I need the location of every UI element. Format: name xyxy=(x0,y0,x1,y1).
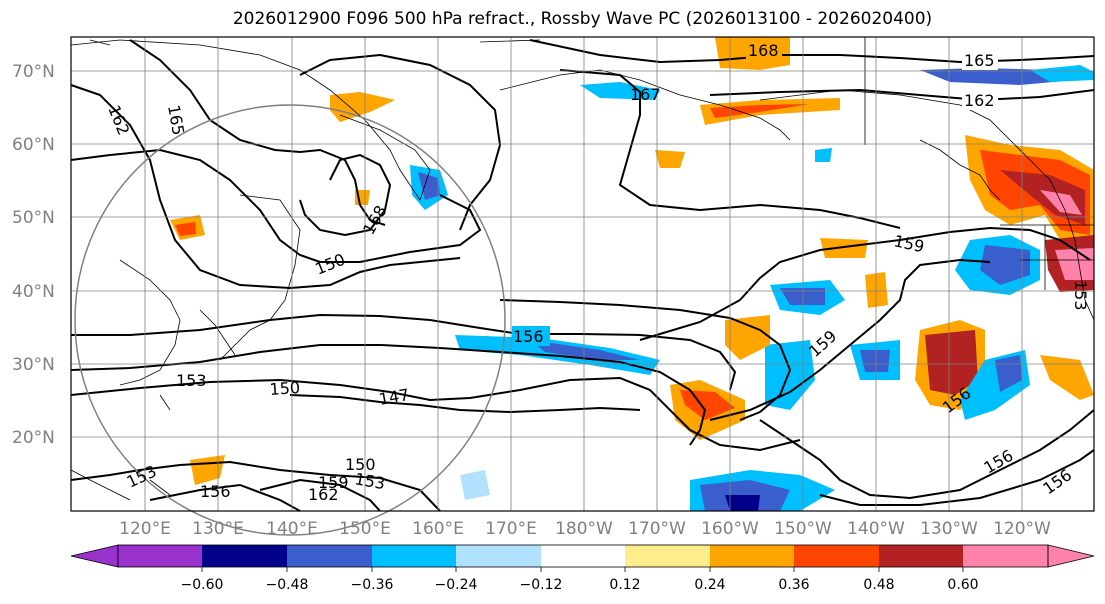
lat-label: 70°N xyxy=(12,62,55,82)
lon-label: 130°W xyxy=(920,519,978,539)
contour-label: 156 xyxy=(200,482,231,501)
colorbar-tick-label: 0.48 xyxy=(863,577,894,593)
colorbar-tick-label: 0.36 xyxy=(778,577,809,593)
lon-label: 180°W xyxy=(555,519,613,539)
contour-label: 162 xyxy=(964,91,995,110)
contour-label: 150 xyxy=(345,455,376,474)
lon-label: 120°W xyxy=(993,519,1051,539)
contour-label: 156 xyxy=(513,327,544,346)
colorbar-tick-label: −0.48 xyxy=(266,577,309,593)
refractivity-contours xyxy=(70,39,1095,512)
contour-label: 168 xyxy=(748,41,779,60)
contour-label: 167 xyxy=(630,85,661,104)
colorbar-segment xyxy=(963,545,1048,567)
colorbar-segment xyxy=(118,545,202,567)
lon-label: 140°E xyxy=(266,519,318,539)
colorbar-segment xyxy=(202,545,287,567)
lat-label: 20°N xyxy=(12,428,55,448)
colorbar-tick-label: −0.24 xyxy=(435,577,478,593)
lon-label: 130°E xyxy=(192,519,244,539)
lon-label: 120°E xyxy=(119,519,171,539)
colorbar-segment xyxy=(625,545,710,567)
contour-label: 162 xyxy=(308,485,339,504)
contour-label: 150 xyxy=(269,378,301,399)
colorbar-segment xyxy=(456,545,541,567)
contour-label: 153 xyxy=(1071,280,1090,311)
colorbar-segment xyxy=(541,545,625,567)
colorbar-segment xyxy=(710,545,794,567)
colorbar-tick-label: −0.60 xyxy=(181,577,224,593)
lon-label: 170°W xyxy=(628,519,686,539)
colorbar-segment xyxy=(287,545,372,567)
colorbar-tick-label: 0.24 xyxy=(694,577,725,593)
contour-label: 159 xyxy=(318,473,349,492)
lon-label: 150°E xyxy=(339,519,391,539)
longitude-labels: 120°E 130°E 140°E 150°E 160°E 170°E 180°… xyxy=(119,519,1051,539)
lon-label: 150°W xyxy=(774,519,832,539)
colorbar-segment xyxy=(879,545,963,567)
contour-label: 153 xyxy=(176,371,207,390)
lat-label: 30°N xyxy=(12,355,55,375)
colorbar-tick-label: 0.12 xyxy=(609,577,640,593)
colorbar-tick-label: 0.60 xyxy=(947,577,978,593)
colorbar-segment xyxy=(372,545,456,567)
colorbar-tick-label: −0.36 xyxy=(351,577,394,593)
lon-label: 140°W xyxy=(847,519,905,539)
lon-label: 160°E xyxy=(412,519,464,539)
lon-label: 160°W xyxy=(701,519,759,539)
map-area xyxy=(71,37,1094,511)
lat-label: 50°N xyxy=(12,208,55,228)
colorbar: −0.60 −0.48 −0.36 −0.24 −0.12 0.12 0.24 … xyxy=(70,544,1095,593)
reference-circle xyxy=(74,104,506,536)
graticule xyxy=(71,37,1094,511)
contour-label: 165 xyxy=(964,51,995,70)
anomaly-shading xyxy=(170,37,1094,511)
latitude-labels: 70°N 60°N 50°N 40°N 30°N 20°N xyxy=(12,62,55,448)
colorbar-extend-low xyxy=(70,544,119,568)
map-border xyxy=(70,36,1095,512)
lat-label: 40°N xyxy=(12,282,55,302)
lon-label: 170°E xyxy=(485,519,537,539)
colorbar-tick-label: −0.12 xyxy=(520,577,563,593)
map-title: 2026012900 F096 500 hPa refract., Rossby… xyxy=(232,9,933,29)
lat-label: 60°N xyxy=(12,135,55,155)
colorbar-extend-high xyxy=(1047,544,1095,568)
colorbar-segment xyxy=(794,545,879,567)
